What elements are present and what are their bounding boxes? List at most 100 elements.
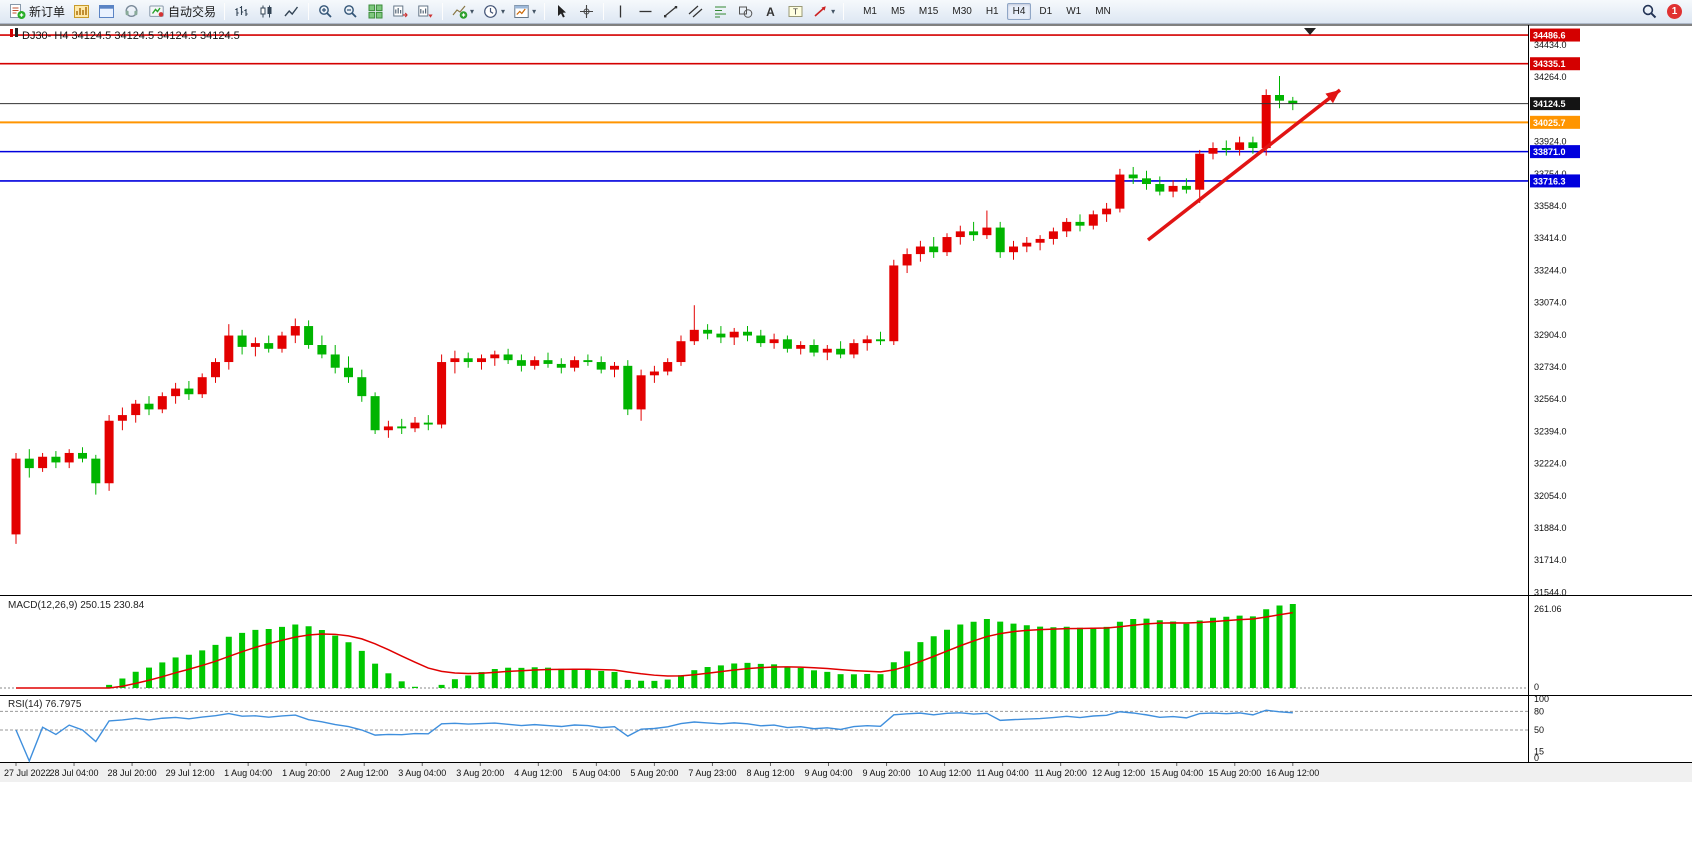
timeframe-m15[interactable]: M15 (918, 6, 939, 17)
dropdown-caret: ▾ (532, 7, 537, 16)
svg-text:11 Aug 04:00: 11 Aug 04:00 (976, 768, 1028, 778)
chart-area[interactable]: 34434.0 34264.0 33924.0 33754.0 33584.0 33414… (0, 24, 1692, 782)
toolbar-separator (544, 3, 546, 20)
horizontal-line-tool-button[interactable] (633, 2, 658, 22)
vertical-line-tool-button[interactable] (608, 2, 633, 22)
svg-text:80: 80 (1534, 706, 1544, 716)
svg-text:33871.0: 33871.0 (1533, 147, 1566, 157)
bar-chart-mode-button[interactable] (229, 2, 254, 22)
ohlc-info-line: DJ30- H4 34124.5 34124.5 34124.5 34124.5 (22, 30, 240, 42)
cursor-tool-button[interactable] (549, 2, 574, 22)
auto-trading-label: 自动交易 (168, 5, 217, 19)
zoom-out-button[interactable] (338, 2, 363, 22)
dropdown-caret: ▾ (831, 7, 836, 16)
auto-trading-icon (149, 5, 164, 17)
fibonacci-icon (715, 6, 727, 18)
arrows-icon (814, 6, 826, 17)
timeframe-m30[interactable]: M30 (952, 6, 972, 17)
svg-text:5 Aug 20:00: 5 Aug 20:00 (630, 768, 678, 778)
svg-text:16 Aug 12:00: 16 Aug 12:00 (1266, 768, 1319, 778)
timeframe-mn[interactable]: MN (1095, 6, 1111, 17)
dropdown-caret: ▾ (501, 7, 506, 16)
template-icon (514, 5, 529, 18)
svg-text:34264.0: 34264.0 (1534, 72, 1567, 82)
tile-windows-icon (368, 4, 383, 19)
svg-text:9 Aug 20:00: 9 Aug 20:00 (863, 768, 911, 778)
candlestick-icon (260, 5, 272, 18)
chart-canvas[interactable]: 34434.0 34264.0 33924.0 33754.0 33584.0 33414… (0, 24, 1692, 782)
crosshair-tool-button[interactable] (574, 2, 599, 22)
autoscroll-button[interactable] (388, 2, 413, 22)
charts-icon (74, 5, 90, 18)
svg-text:11 Aug 20:00: 11 Aug 20:00 (1034, 768, 1086, 778)
trendline-tool-button[interactable] (658, 2, 683, 22)
zoom-in-icon (319, 5, 332, 18)
template-button[interactable]: ▾ (509, 2, 540, 22)
svg-text:4 Aug 12:00: 4 Aug 12:00 (514, 768, 562, 778)
candles (11, 76, 1298, 544)
svg-text:33244.0: 33244.0 (1534, 265, 1567, 275)
text-icon: A (766, 5, 775, 19)
svg-text:15 Aug 04:00: 15 Aug 04:00 (1150, 768, 1203, 778)
candlestick-mode-button[interactable] (254, 2, 279, 22)
chart-shift-icon (418, 5, 433, 18)
tile-windows-button[interactable] (363, 2, 388, 22)
zoom-out-icon (344, 5, 357, 18)
svg-text:0: 0 (1534, 682, 1539, 692)
shapes-tool-button[interactable] (733, 2, 758, 22)
svg-text:2 Aug 12:00: 2 Aug 12:00 (340, 768, 388, 778)
svg-text:34025.7: 34025.7 (1533, 118, 1566, 128)
trend-arrow-head (1325, 90, 1340, 104)
vertical-line-icon (619, 5, 622, 18)
svg-text:12 Aug 12:00: 12 Aug 12:00 (1092, 768, 1145, 778)
rsi-label: RSI(14) 76.7975 (8, 699, 82, 710)
svg-text:9 Aug 04:00: 9 Aug 04:00 (804, 768, 852, 778)
periods-button[interactable]: ▾ (478, 2, 509, 22)
svg-text:261.06: 261.06 (1534, 604, 1562, 614)
channel-tool-button[interactable] (683, 2, 708, 22)
svg-text:1 Aug 20:00: 1 Aug 20:00 (282, 768, 330, 778)
timeframe-m1[interactable]: M1 (863, 6, 877, 17)
svg-text:32054.0: 32054.0 (1534, 491, 1567, 501)
text-label-tool-button[interactable]: T (783, 2, 808, 22)
svg-text:28 Jul 04:00: 28 Jul 04:00 (50, 768, 99, 778)
window-button[interactable] (94, 2, 119, 22)
price-badge (1530, 145, 1580, 159)
support-button[interactable] (119, 2, 144, 22)
toolbar-separator (442, 3, 444, 20)
new-order-button[interactable]: 新订单 (5, 2, 69, 22)
macd-signal-line (16, 611, 1293, 689)
timeframe-h4[interactable]: H4 (1006, 3, 1032, 20)
svg-text:3 Aug 20:00: 3 Aug 20:00 (456, 768, 504, 778)
svg-text:5 Aug 04:00: 5 Aug 04:00 (572, 768, 620, 778)
toolbar: 新订单 自动交易 ▾ ▾ (0, 0, 1692, 24)
notification-badge[interactable]: 1 (1667, 4, 1682, 19)
channel-icon (688, 5, 703, 18)
timeframe-h1[interactable]: H1 (985, 6, 999, 17)
arrows-tool-button[interactable]: ▾ (808, 2, 839, 22)
svg-text:34434.0: 34434.0 (1534, 40, 1567, 50)
search-button[interactable] (1637, 2, 1662, 22)
fibonacci-tool-button[interactable] (708, 2, 733, 22)
rsi-line (15, 709, 1293, 763)
line-chart-mode-button[interactable] (279, 2, 304, 22)
svg-text:33716.3: 33716.3 (1533, 176, 1566, 186)
timeframe-m5[interactable]: M5 (891, 6, 905, 17)
svg-text:32564.0: 32564.0 (1534, 394, 1567, 404)
auto-trading-button[interactable]: 自动交易 (144, 2, 220, 22)
svg-text:3 Aug 04:00: 3 Aug 04:00 (398, 768, 446, 778)
timeframe-d1[interactable]: D1 (1039, 6, 1053, 17)
price-badge (1530, 97, 1580, 111)
svg-text:31544.0: 31544.0 (1534, 587, 1567, 597)
charts-button[interactable] (69, 2, 94, 22)
svg-text:100: 100 (1534, 694, 1549, 704)
svg-text:15: 15 (1534, 747, 1544, 757)
price-badge (1530, 115, 1580, 129)
zoom-in-button[interactable] (313, 2, 338, 22)
headset-icon (125, 4, 138, 18)
indicators-button[interactable]: ▾ (447, 2, 478, 22)
timeframe-w1[interactable]: W1 (1066, 6, 1082, 17)
svg-text:33584.0: 33584.0 (1534, 201, 1567, 211)
chart-shift-button[interactable] (413, 2, 438, 22)
text-tool-button[interactable]: A (758, 2, 783, 22)
